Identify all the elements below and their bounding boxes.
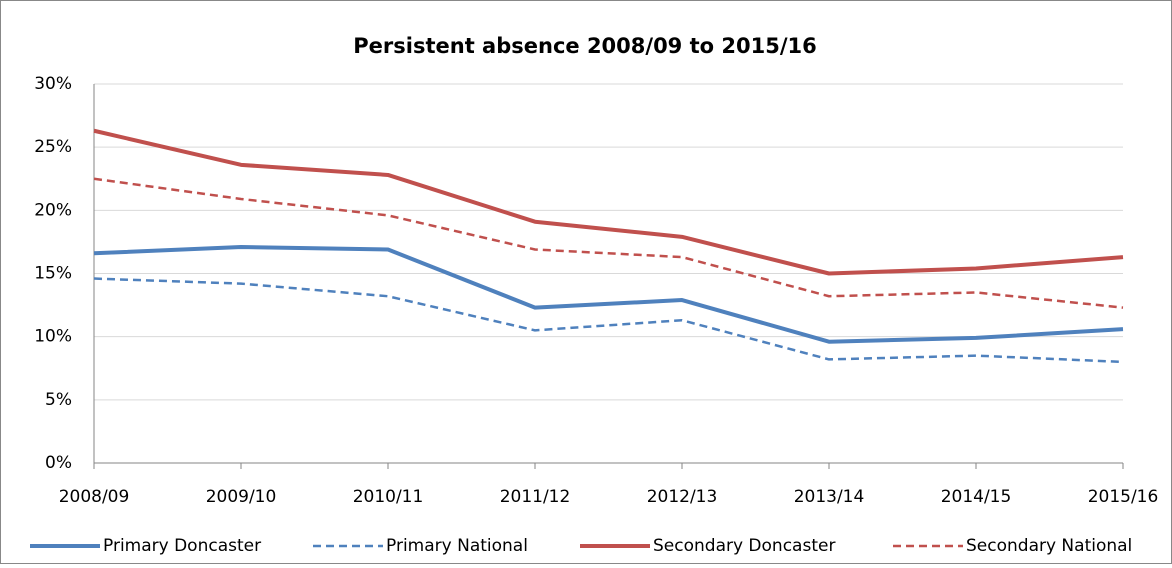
y-tick-label: 15% [34, 264, 72, 284]
legend-label: Secondary Doncaster [653, 536, 835, 556]
legend-label: Primary National [386, 536, 528, 556]
y-tick-label: 5% [45, 390, 72, 410]
x-tick-label: 2008/09 [59, 487, 130, 507]
series-line [93, 277, 1124, 364]
x-tick-label: 2009/10 [206, 487, 277, 507]
y-tick-label: 20% [34, 200, 72, 220]
y-tick-label: 25% [34, 137, 72, 157]
x-tick-label: 2015/16 [1088, 487, 1159, 507]
x-tick-label: 2014/15 [941, 487, 1012, 507]
legend-label: Primary Doncaster [103, 536, 261, 556]
x-tick-label: 2013/14 [794, 487, 865, 507]
y-tick-label: 10% [34, 327, 72, 347]
series-line [93, 128, 1124, 276]
legend-label: Secondary National [966, 536, 1132, 556]
x-tick-label: 2012/13 [647, 487, 718, 507]
y-tick-label: 0% [45, 453, 72, 473]
series-line [93, 244, 1124, 344]
chart-title: Persistent absence 2008/09 to 2015/16 [353, 34, 816, 58]
y-tick-label: 30% [34, 74, 72, 94]
x-tick-label: 2010/11 [353, 487, 424, 507]
series-line [93, 177, 1124, 309]
x-tick-label: 2011/12 [500, 487, 571, 507]
